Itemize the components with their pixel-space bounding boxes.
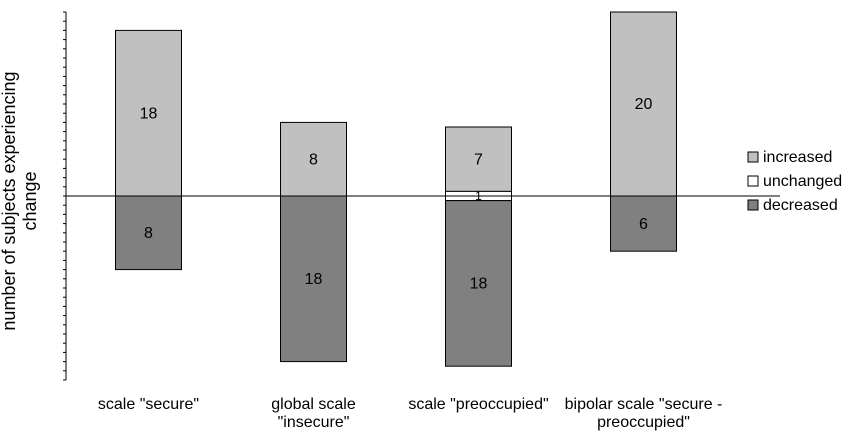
value-label: 20	[635, 96, 653, 113]
y-axis-label: number of subjects experiencing change	[0, 71, 40, 331]
value-label: 18	[305, 271, 323, 288]
bar-segment	[115, 29, 182, 197]
legend-label: decreased	[763, 197, 838, 214]
x-tick-label: global scale "insecure"	[271, 396, 356, 431]
bar-segment	[280, 195, 347, 363]
legend-label: increased	[763, 149, 832, 166]
bar-segment	[610, 11, 677, 197]
x-tick-label: bipolar scale "secure - preoccupied"	[564, 396, 723, 431]
legend-swatch	[747, 151, 759, 163]
legend-swatch	[747, 199, 759, 211]
legend-swatch	[747, 175, 759, 187]
bar-segment	[445, 126, 512, 192]
bar-segment	[280, 121, 347, 197]
x-tick-label: scale "preoccupied"	[408, 396, 549, 413]
value-label: 18	[470, 276, 488, 293]
value-label: 8	[309, 151, 318, 168]
bar-segment	[610, 195, 677, 252]
value-label: 6	[639, 216, 648, 233]
bar-segment	[445, 200, 512, 367]
legend-label: unchanged	[763, 173, 842, 190]
value-label: 18	[140, 105, 158, 122]
value-label: 7	[474, 151, 483, 168]
x-tick-label: scale "secure"	[97, 396, 200, 413]
bar-segment	[115, 195, 182, 271]
value-label: 8	[144, 225, 153, 242]
